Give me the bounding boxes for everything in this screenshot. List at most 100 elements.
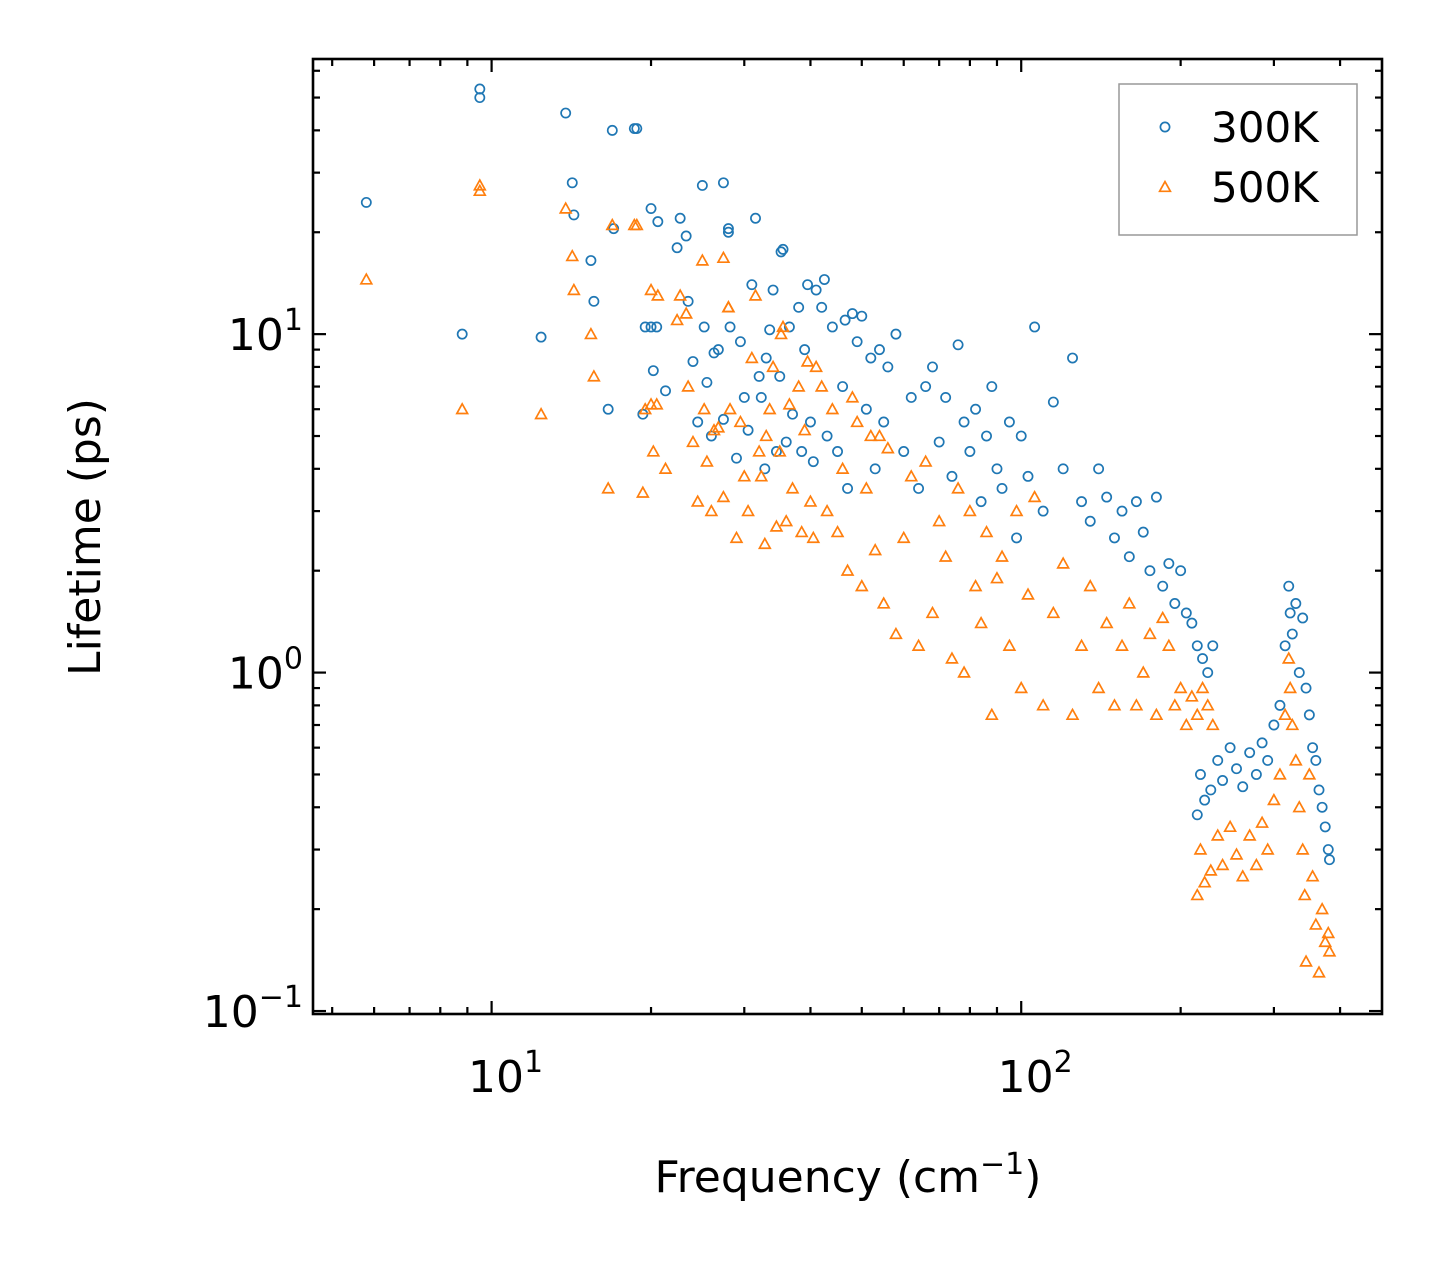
data-point [791, 379, 806, 392]
data-point [797, 423, 812, 436]
series-500K [359, 178, 1337, 978]
data-point [1207, 640, 1219, 652]
data-point [558, 201, 573, 214]
data-point [1199, 794, 1211, 806]
data-point [810, 284, 822, 296]
data-point [1175, 565, 1187, 577]
data-point [996, 482, 1008, 494]
data-point [1157, 580, 1169, 592]
data-point [963, 503, 977, 517]
data-point [696, 179, 708, 191]
data-point [1190, 887, 1205, 901]
data-point [645, 203, 657, 214]
data-point [658, 461, 673, 474]
data-point [1093, 463, 1105, 475]
y-tick-label-exponent: −1 [259, 980, 303, 1015]
data-point [741, 503, 755, 517]
data-point [859, 481, 874, 494]
data-point [874, 344, 885, 356]
data-point [1200, 698, 1215, 711]
data-point [1197, 653, 1209, 665]
data-point [835, 461, 850, 474]
x-tick-label-exponent: 2 [1054, 1045, 1073, 1080]
data-point [722, 223, 734, 235]
data-point [652, 216, 664, 228]
data-point [1203, 863, 1218, 876]
legend-label-500K: 500K [1211, 163, 1320, 212]
data-point [757, 536, 772, 550]
x-axis-label-exponent: −1 [980, 1147, 1024, 1182]
data-point [913, 482, 925, 494]
data-point [681, 379, 695, 392]
x-tick-label-base: 10 [468, 1052, 524, 1103]
data-point [1205, 717, 1220, 731]
data-point [1014, 680, 1029, 694]
data-point [826, 321, 838, 333]
data-point [650, 288, 665, 301]
data-point [1179, 717, 1194, 731]
data-point [1295, 842, 1310, 855]
data-point [1195, 769, 1206, 780]
data-point [1123, 551, 1135, 563]
data-point [1281, 651, 1296, 664]
data-point [673, 288, 688, 301]
data-point [872, 428, 887, 442]
plot-area [359, 83, 1337, 978]
data-point [1308, 917, 1323, 930]
data-point [1288, 753, 1303, 766]
data-point [796, 446, 808, 457]
data-point [793, 301, 805, 313]
data-point [686, 434, 700, 448]
data-point [840, 563, 855, 576]
data-point [602, 403, 614, 415]
data-point [1115, 638, 1129, 651]
data-point [601, 481, 616, 494]
data-point [1212, 755, 1224, 766]
data-point [1149, 707, 1164, 721]
data-point [1099, 615, 1114, 629]
data-point [856, 310, 868, 322]
data-point [1011, 532, 1023, 544]
data-point [680, 230, 692, 242]
legend-box [1118, 83, 1358, 236]
data-point [1022, 470, 1034, 482]
data-point [1293, 667, 1305, 679]
x-axis-label-close: ) [1024, 1152, 1041, 1203]
data-point [1322, 944, 1337, 957]
data-point [845, 390, 860, 403]
y-tick-label-exponent: 0 [284, 642, 303, 677]
data-point [958, 416, 970, 428]
data-point [647, 365, 659, 377]
data-point [566, 177, 578, 189]
data-point [1202, 667, 1214, 679]
data-point [1310, 755, 1322, 766]
data-point [1302, 767, 1317, 780]
data-point [588, 295, 600, 307]
data-point [1268, 719, 1280, 731]
legend-label-300K: 300K [1211, 103, 1320, 152]
data-point [748, 288, 763, 301]
y-tick-label-exponent: 1 [284, 303, 303, 338]
data-point [722, 226, 734, 238]
data-point [920, 381, 932, 393]
data-point [687, 356, 699, 367]
data-point [1297, 612, 1309, 624]
data-point [776, 319, 790, 333]
data-point [1037, 505, 1049, 517]
data-point [1074, 638, 1089, 651]
data-point [1021, 587, 1035, 600]
data-point [1056, 556, 1070, 569]
data-point [759, 463, 771, 475]
data-point [1122, 596, 1137, 609]
data-point [777, 243, 789, 255]
data-point [760, 352, 772, 364]
data-point [970, 403, 982, 415]
data-point [568, 209, 580, 221]
data-point [850, 414, 864, 428]
data-point [716, 250, 731, 264]
data-point [692, 416, 704, 428]
data-point [1249, 857, 1264, 871]
data-point [1057, 463, 1069, 475]
data-point [938, 549, 953, 562]
data-point [1193, 842, 1208, 855]
